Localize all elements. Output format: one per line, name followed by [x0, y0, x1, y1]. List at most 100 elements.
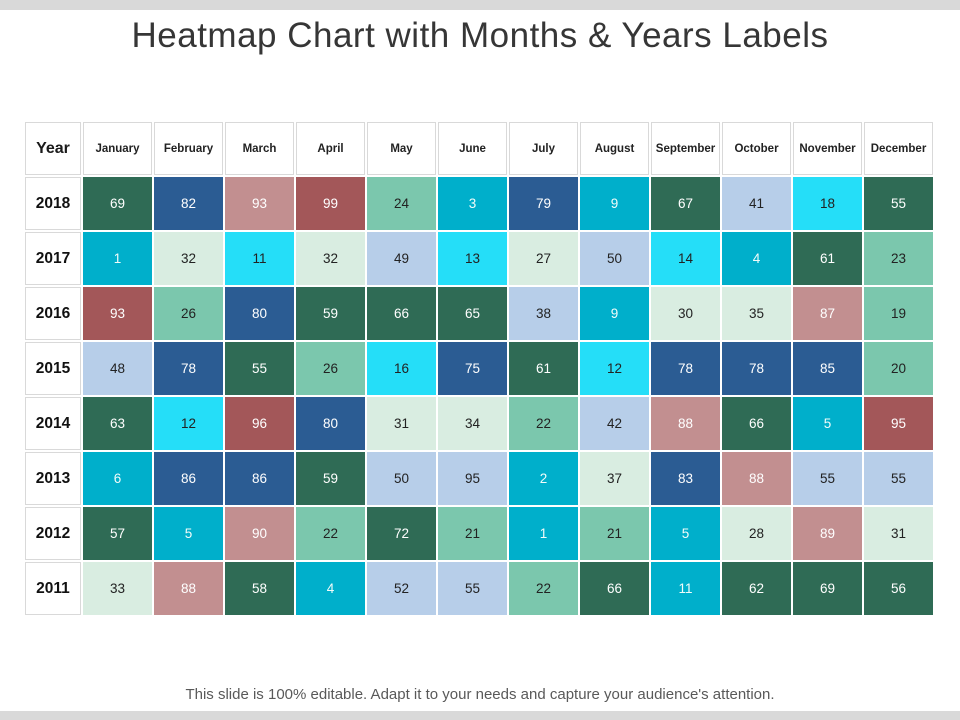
- heatmap-cell: 78: [651, 342, 720, 395]
- heatmap-cell: 63: [83, 397, 152, 450]
- heatmap-cell: 55: [864, 177, 933, 230]
- heatmap-cell: 21: [438, 507, 507, 560]
- heatmap-cell: 93: [225, 177, 294, 230]
- heatmap-row-2015: 2015 48 78 55 26 16 75 61 12 78 78 85 20: [25, 342, 933, 395]
- heatmap-cell: 14: [651, 232, 720, 285]
- heatmap-cell: 72: [367, 507, 436, 560]
- heatmap-cell: 79: [509, 177, 578, 230]
- heatmap-cell: 50: [580, 232, 649, 285]
- heatmap-cell: 55: [793, 452, 862, 505]
- heatmap-cell: 12: [154, 397, 223, 450]
- heatmap-cell: 27: [509, 232, 578, 285]
- heatmap-cell: 31: [367, 397, 436, 450]
- heatmap-cell: 48: [83, 342, 152, 395]
- heatmap-cell: 90: [225, 507, 294, 560]
- heatmap-cell: 88: [722, 452, 791, 505]
- heatmap-cell: 55: [864, 452, 933, 505]
- page-title: Heatmap Chart with Months & Years Labels: [131, 16, 829, 55]
- heatmap-cell: 86: [154, 452, 223, 505]
- heatmap-cell: 11: [651, 562, 720, 615]
- footer-note: This slide is 100% editable. Adapt it to…: [185, 686, 775, 703]
- heatmap-cell: 59: [296, 452, 365, 505]
- column-header-january: January: [83, 122, 152, 175]
- heatmap-cell: 1: [83, 232, 152, 285]
- column-header-august: August: [580, 122, 649, 175]
- heatmap-cell: 37: [580, 452, 649, 505]
- heatmap-cell: 5: [651, 507, 720, 560]
- header-row: Year January February March April May June July…: [25, 122, 933, 175]
- heatmap-row-2011: 2011 33 88 58 4 52 55 22 66 11 62 69 56: [25, 562, 933, 615]
- heatmap-cell: 83: [651, 452, 720, 505]
- heatmap-cell: 32: [154, 232, 223, 285]
- heatmap-cell: 93: [83, 287, 152, 340]
- column-header-may: May: [367, 122, 436, 175]
- heatmap-cell: 65: [438, 287, 507, 340]
- heatmap-cell: 69: [793, 562, 862, 615]
- column-header-november: November: [793, 122, 862, 175]
- row-header-2017: 2017: [25, 232, 81, 285]
- heatmap-cell: 31: [864, 507, 933, 560]
- heatmap-cell: 66: [580, 562, 649, 615]
- heatmap-table: Year January February March April May June July…: [23, 120, 935, 617]
- heatmap-cell: 56: [864, 562, 933, 615]
- heatmap-cell: 41: [722, 177, 791, 230]
- top-strip: [0, 0, 960, 10]
- heatmap-cell: 16: [367, 342, 436, 395]
- heatmap-cell: 19: [864, 287, 933, 340]
- heatmap-cell: 9: [580, 287, 649, 340]
- heatmap-cell: 12: [580, 342, 649, 395]
- heatmap-cell: 82: [154, 177, 223, 230]
- heatmap-cell: 4: [722, 232, 791, 285]
- row-header-2018: 2018: [25, 177, 81, 230]
- heatmap-cell: 11: [225, 232, 294, 285]
- heatmap-cell: 2: [509, 452, 578, 505]
- heatmap-cell: 61: [509, 342, 578, 395]
- heatmap-cell: 34: [438, 397, 507, 450]
- heatmap-cell: 20: [864, 342, 933, 395]
- heatmap-cell: 99: [296, 177, 365, 230]
- heatmap-cell: 23: [864, 232, 933, 285]
- column-header-june: June: [438, 122, 507, 175]
- heatmap-cell: 35: [722, 287, 791, 340]
- heatmap-cell: 55: [225, 342, 294, 395]
- heatmap-cell: 52: [367, 562, 436, 615]
- row-header-2013: 2013: [25, 452, 81, 505]
- heatmap-row-2014: 2014 63 12 96 80 31 34 22 42 88 66 5 95: [25, 397, 933, 450]
- row-header-2012: 2012: [25, 507, 81, 560]
- heatmap-cell: 4: [296, 562, 365, 615]
- heatmap-cell: 22: [509, 562, 578, 615]
- column-header-february: February: [154, 122, 223, 175]
- heatmap-cell: 96: [225, 397, 294, 450]
- heatmap-cell: 80: [225, 287, 294, 340]
- heatmap-cell: 13: [438, 232, 507, 285]
- heatmap-cell: 33: [83, 562, 152, 615]
- heatmap-cell: 5: [793, 397, 862, 450]
- column-header-march: March: [225, 122, 294, 175]
- heatmap-cell: 3: [438, 177, 507, 230]
- heatmap-cell: 87: [793, 287, 862, 340]
- heatmap-cell: 50: [367, 452, 436, 505]
- column-header-april: April: [296, 122, 365, 175]
- heatmap-cell: 6: [83, 452, 152, 505]
- heatmap-cell: 89: [793, 507, 862, 560]
- heatmap-row-2017: 2017 1 32 11 32 49 13 27 50 14 4 61 23: [25, 232, 933, 285]
- row-header-2014: 2014: [25, 397, 81, 450]
- heatmap-cell: 26: [296, 342, 365, 395]
- heatmap-cell: 32: [296, 232, 365, 285]
- column-header-september: September: [651, 122, 720, 175]
- heatmap-cell: 61: [793, 232, 862, 285]
- heatmap-cell: 88: [651, 397, 720, 450]
- row-header-2015: 2015: [25, 342, 81, 395]
- heatmap-cell: 66: [722, 397, 791, 450]
- heatmap-cell: 49: [367, 232, 436, 285]
- heatmap-cell: 22: [296, 507, 365, 560]
- year-column-header: Year: [25, 122, 81, 175]
- heatmap-cell: 95: [438, 452, 507, 505]
- heatmap-cell: 30: [651, 287, 720, 340]
- heatmap-cell: 24: [367, 177, 436, 230]
- row-header-2016: 2016: [25, 287, 81, 340]
- heatmap-cell: 55: [438, 562, 507, 615]
- heatmap-cell: 75: [438, 342, 507, 395]
- heatmap-cell: 1: [509, 507, 578, 560]
- row-header-2011: 2011: [25, 562, 81, 615]
